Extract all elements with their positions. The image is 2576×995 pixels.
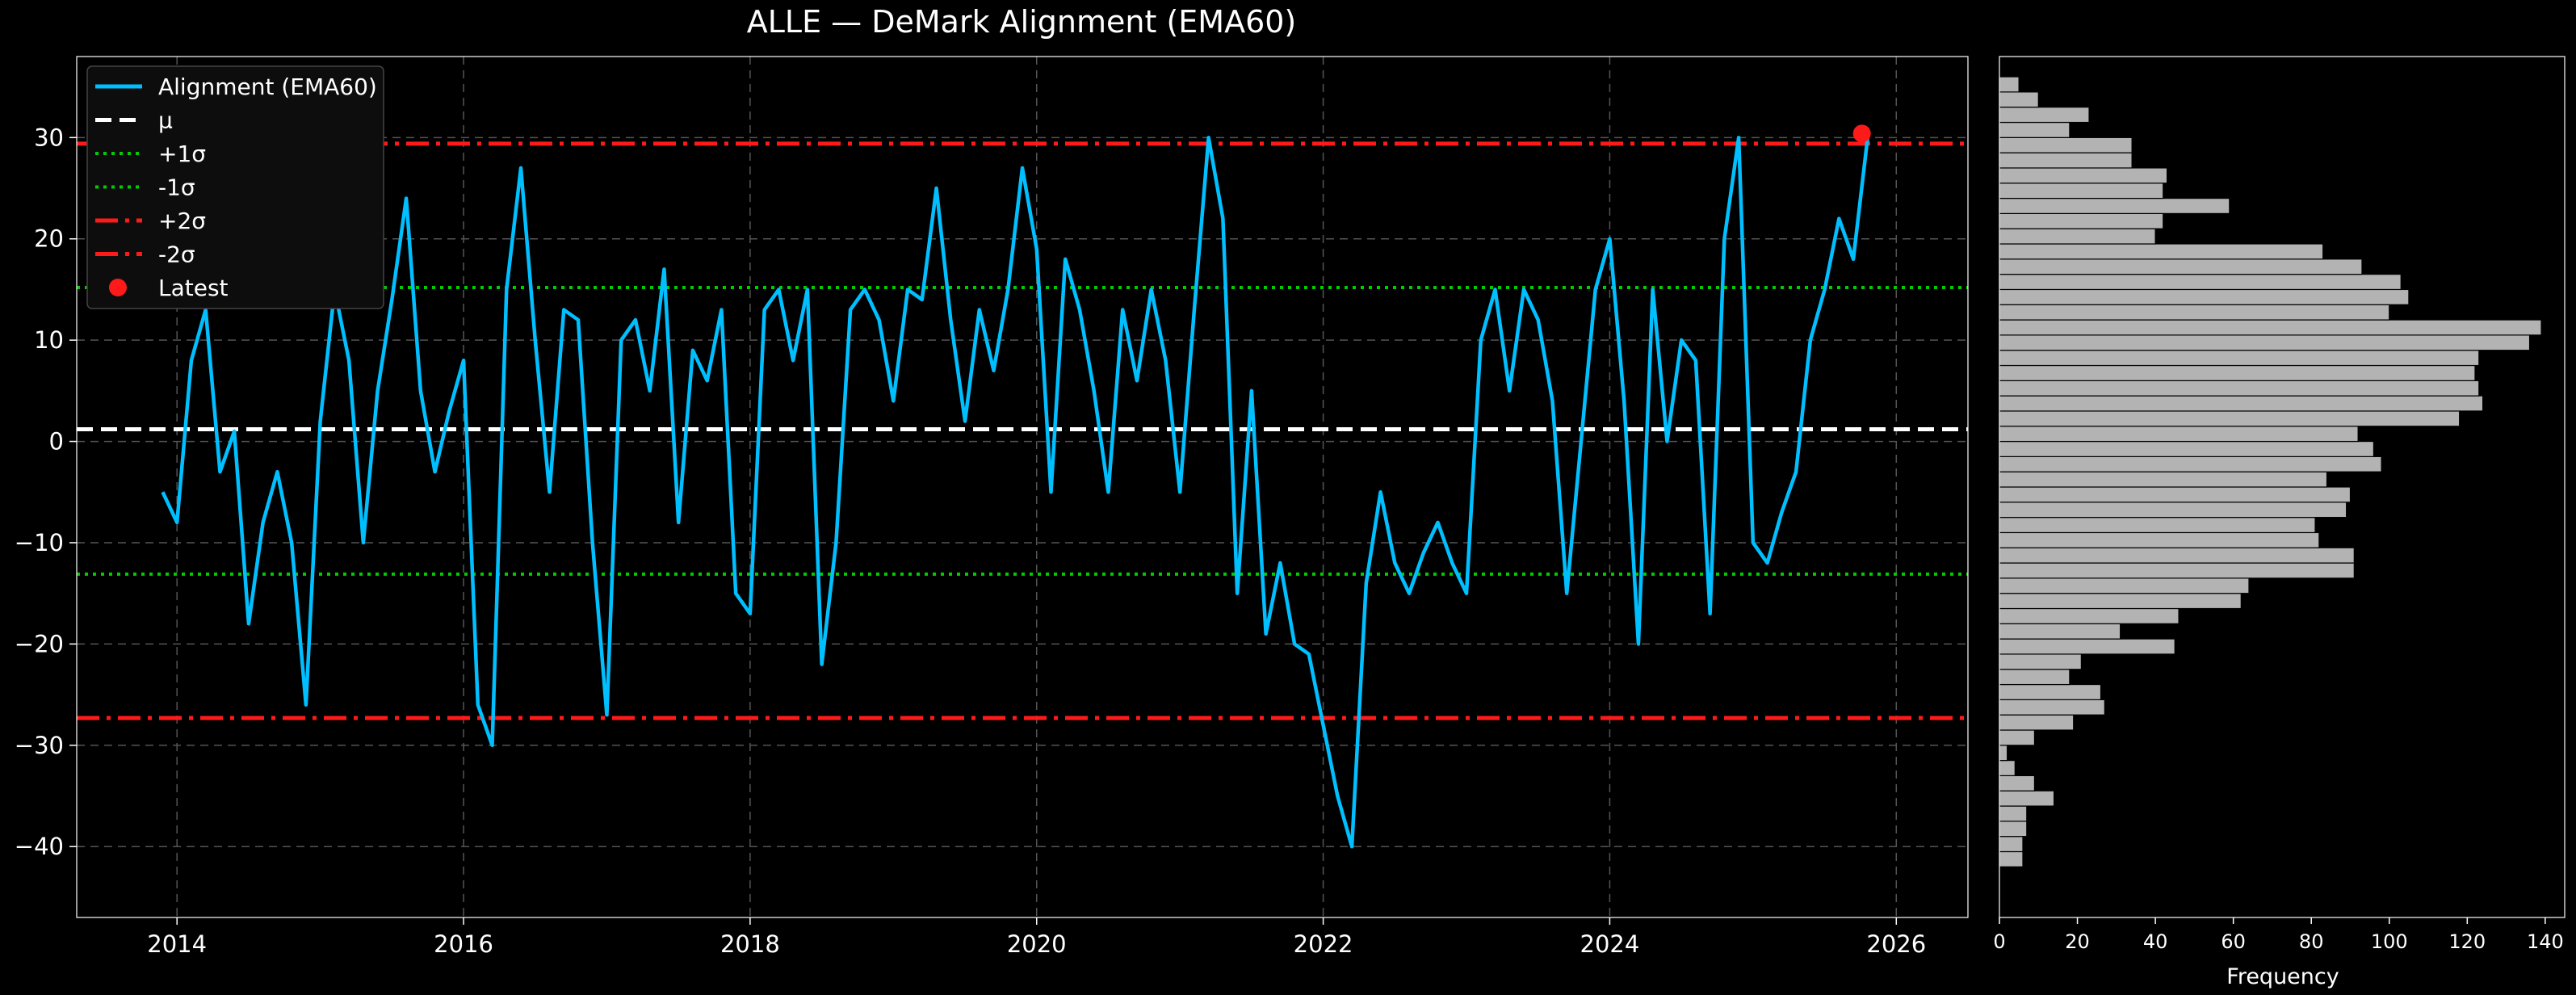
histogram-bar: [1999, 471, 2328, 488]
histogram-bar: [1999, 183, 2164, 199]
histogram-bar: [1999, 380, 2480, 397]
histogram-bar: [1999, 107, 2090, 124]
y-tick-label: −10: [15, 529, 64, 556]
histogram-bar: [1999, 775, 2036, 791]
legend-label: -2σ: [158, 241, 195, 268]
alignment-line: [161, 136, 1870, 849]
legend-label: +2σ: [158, 208, 206, 234]
hist-x-tick-label: 0: [1993, 930, 2005, 953]
legend-label: -1σ: [158, 174, 195, 201]
histogram-bar: [1999, 136, 2133, 153]
histogram-bar: [1999, 790, 2055, 807]
histogram-bar: [1999, 319, 2542, 336]
histogram-bar: [1999, 440, 2375, 457]
hist-x-tick-label: 40: [2143, 930, 2168, 953]
histogram-bar: [1999, 121, 2070, 138]
histogram-bars: [1999, 76, 2542, 867]
histogram-bar: [1999, 304, 2390, 321]
main-plot-area: 2014 2016 2018 2020 2022 2024 2026 −40 −30 −20 −1…: [15, 56, 1969, 958]
histogram-bar: [1999, 836, 2024, 853]
histogram-bar: [1999, 699, 2105, 716]
chart-title: ALLE — DeMark Alignment (EMA60): [747, 4, 1297, 40]
histogram-bar: [1999, 821, 2028, 838]
histogram-bar: [1999, 517, 2316, 534]
histogram-x-label: Frequency: [2226, 964, 2339, 989]
y-tick-label: −30: [15, 732, 64, 759]
histogram-bar: [1999, 243, 2324, 260]
histogram-bar: [1999, 850, 2024, 867]
x-tick-label: 2020: [1007, 930, 1067, 958]
legend: Alignment (EMA60) μ +1σ -1σ +2σ -2σ Latest: [86, 65, 384, 309]
histogram-bar: [1999, 395, 2484, 412]
histogram-bar: [1999, 760, 2016, 777]
hist-x-tick-label: 60: [2221, 930, 2246, 953]
latest-point: [1852, 124, 1871, 143]
y-tick-label: −40: [15, 833, 64, 860]
legend-label: Latest: [158, 275, 229, 301]
histogram-bar: [1999, 228, 2156, 245]
histogram-bar: [1999, 426, 2359, 443]
main-plot-frame: [76, 56, 1969, 918]
hist-x-tick-label: 120: [2448, 930, 2486, 953]
histogram-bar: [1999, 577, 2250, 594]
hist-x-tick-label: 140: [2527, 930, 2564, 953]
histogram-bar: [1999, 653, 2082, 670]
histogram-bar: [1999, 683, 2102, 700]
histogram-bar: [1999, 638, 2175, 655]
histogram-bar: [1999, 334, 2531, 351]
histogram-bar: [1999, 167, 2168, 184]
histogram-bar: [1999, 274, 2402, 291]
x-tick-label: 2016: [434, 930, 493, 958]
y-tick-label: 30: [34, 124, 64, 151]
histogram-bar: [1999, 714, 2075, 731]
histogram-bar: [1999, 745, 2008, 762]
y-tick-label: 10: [34, 326, 64, 354]
histogram-bar: [1999, 805, 2028, 822]
hist-x-tick-label: 80: [2299, 930, 2324, 953]
legend-label: +1σ: [158, 141, 206, 167]
legend-label: Alignment (EMA60): [158, 73, 377, 100]
histogram-bar: [1999, 152, 2133, 169]
y-tick-label: 20: [34, 225, 64, 253]
hist-x-tick-label: 20: [2065, 930, 2090, 953]
histogram-bar: [1999, 197, 2230, 214]
histogram-bar: [1999, 364, 2476, 381]
histogram-plot-frame: [1999, 56, 2566, 918]
x-tick-label: 2022: [1294, 930, 1353, 958]
histogram-bar: [1999, 456, 2382, 472]
histogram-bar: [1999, 623, 2121, 640]
x-tick-label: 2024: [1580, 930, 1640, 958]
legend-marker: [109, 279, 127, 296]
histogram-bar: [1999, 212, 2164, 229]
histogram-bar: [1999, 502, 2347, 518]
histogram-bar: [1999, 607, 2180, 624]
y-tick-label: −20: [15, 630, 64, 657]
histogram-bar: [1999, 410, 2461, 427]
legend-label: μ: [158, 107, 173, 134]
x-tick-label: 2014: [147, 930, 207, 958]
main-y-axis: −40 −30 −20 −10 0 10 20 30: [15, 124, 77, 860]
main-x-axis: 2014 2016 2018 2020 2022 2024 2026: [147, 917, 1926, 958]
histogram-bar: [1999, 486, 2352, 503]
histogram-bar: [1999, 258, 2363, 275]
histogram-plot-area: 0 20 40 60 80 100 120 140 Frequency: [1993, 56, 2566, 989]
histogram-bar: [1999, 562, 2355, 579]
y-tick-label: 0: [49, 428, 64, 456]
histogram-x-axis: 0 20 40 60 80 100 120 140: [1993, 917, 2564, 953]
legend-box: [86, 65, 384, 309]
histogram-bar: [1999, 547, 2355, 564]
hist-x-tick-label: 100: [2371, 930, 2408, 953]
histogram-bar: [1999, 91, 2039, 108]
histogram-bar: [1999, 531, 2320, 548]
histogram-bar: [1999, 350, 2480, 367]
histogram-bar: [1999, 593, 2242, 610]
histogram-bar: [1999, 288, 2410, 305]
x-tick-label: 2018: [720, 930, 780, 958]
histogram-bar: [1999, 729, 2036, 746]
x-tick-label: 2026: [1866, 930, 1926, 958]
histogram-bar: [1999, 669, 2070, 686]
histogram-bar: [1999, 76, 2020, 93]
